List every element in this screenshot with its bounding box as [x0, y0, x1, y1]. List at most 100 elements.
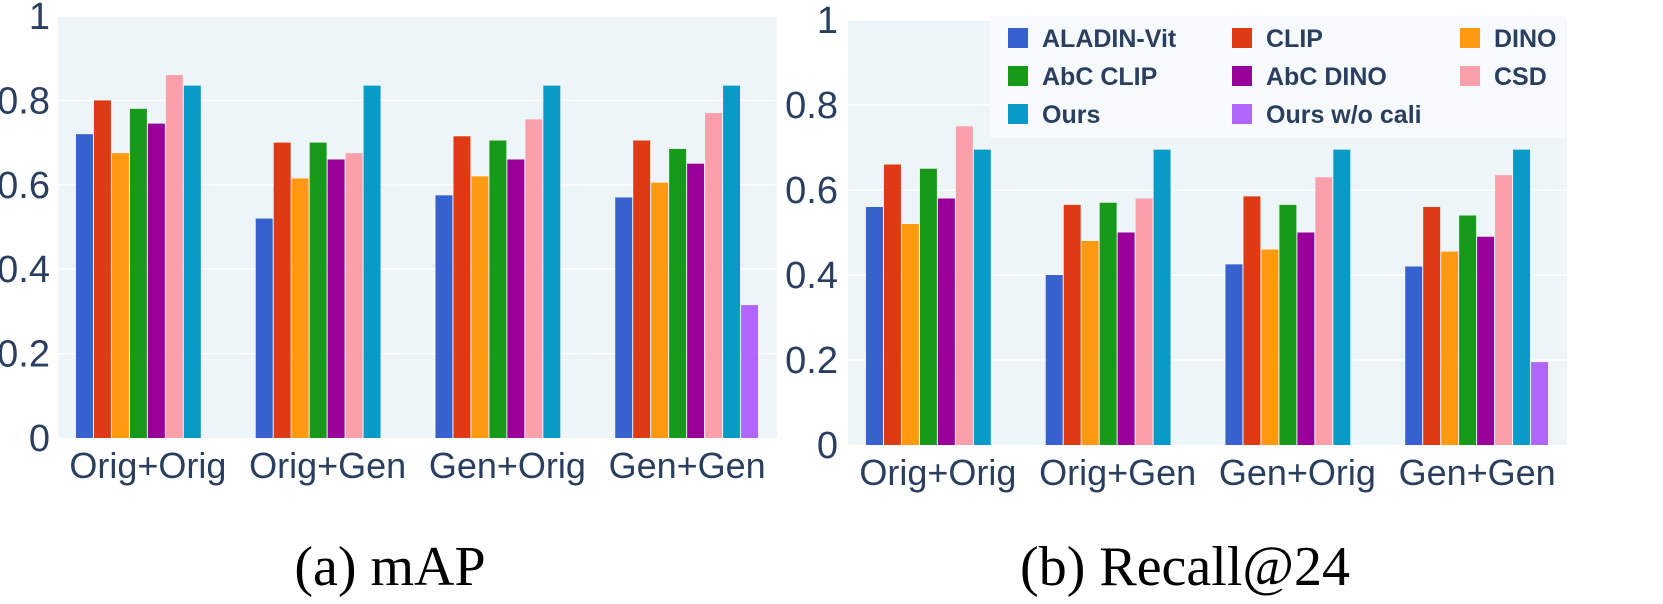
bar	[93, 100, 111, 439]
chart-map: 0 0.2 0.4 0.6 0.8 1 Orig+Orig Orig+Gen Gen+Orig…	[0, 0, 777, 486]
legend-swatch	[1008, 28, 1028, 48]
bar	[471, 176, 489, 439]
legend: ALADIN-Vit CLIP DINO AbC CLIP AbC DINO CSD Our…	[990, 16, 1566, 138]
bar	[453, 136, 471, 438]
y-tick-label: 0.2	[0, 334, 50, 376]
bar	[543, 85, 561, 438]
bar	[1297, 232, 1315, 445]
x-tick-label: Orig+Orig	[69, 445, 226, 486]
bar	[669, 148, 687, 438]
y-axis-ticks: 0 0.2 0.4 0.6 0.8 1	[0, 0, 50, 460]
chart-recall: 0 0.2 0.4 0.6 0.8 1 Orig+Orig Orig+Gen Gen+Orig…	[785, 0, 1567, 493]
bar	[651, 182, 669, 438]
legend-label: Ours	[1042, 101, 1100, 129]
legend-swatch	[1232, 28, 1252, 48]
x-tick-label: Gen+Gen	[1399, 452, 1556, 493]
bar	[345, 153, 363, 438]
caption-map: (a) mAP	[294, 536, 485, 598]
bar	[273, 142, 291, 438]
bar	[633, 140, 651, 439]
bar	[937, 198, 955, 445]
bar	[1333, 149, 1351, 445]
bar	[1135, 198, 1153, 445]
y-tick-label: 0.6	[785, 170, 838, 212]
y-tick-label: 1	[29, 0, 50, 38]
bar	[615, 197, 633, 438]
y-tick-label: 0.4	[0, 249, 50, 291]
bar	[1045, 275, 1063, 445]
bar	[327, 159, 345, 439]
bar	[309, 142, 327, 438]
y-tick-label: 0.6	[0, 165, 50, 207]
bar	[1081, 241, 1099, 445]
bar	[507, 159, 525, 439]
legend-label: CLIP	[1266, 25, 1323, 53]
legend-label: DINO	[1494, 25, 1557, 53]
bar	[883, 164, 901, 445]
x-axis-ticks: Orig+Orig Orig+Gen Gen+Orig Gen+Gen	[69, 445, 765, 486]
bar	[435, 195, 453, 438]
x-tick-label: Orig+Gen	[1039, 452, 1196, 493]
x-tick-label: Orig+Gen	[249, 445, 406, 486]
caption-recall: (b) Recall@24	[1020, 536, 1350, 598]
bar	[1279, 204, 1297, 445]
bar	[1153, 149, 1171, 445]
bar	[1099, 202, 1117, 445]
bar	[363, 85, 381, 438]
bar	[705, 113, 723, 438]
y-tick-label: 0	[29, 418, 50, 460]
bar	[1495, 175, 1513, 445]
bar	[525, 119, 543, 438]
bar	[489, 140, 507, 439]
bar	[1315, 177, 1333, 445]
x-tick-label: Gen+Orig	[1219, 452, 1376, 493]
y-tick-label: 0	[817, 425, 838, 467]
bar	[1477, 236, 1495, 445]
bar	[1531, 362, 1549, 445]
legend-label: AbC CLIP	[1042, 63, 1157, 91]
bar	[165, 75, 183, 438]
bar	[1063, 204, 1081, 445]
x-tick-label: Gen+Orig	[429, 445, 586, 486]
legend-swatch	[1460, 66, 1480, 86]
bar	[973, 149, 991, 445]
y-tick-label: 0.8	[785, 85, 838, 127]
legend-swatch	[1008, 104, 1028, 124]
bars	[75, 75, 759, 439]
y-tick-label: 0.8	[0, 80, 50, 122]
bar	[129, 108, 147, 438]
bar	[291, 178, 309, 438]
y-tick-label: 1	[817, 0, 838, 42]
bar	[111, 153, 129, 438]
bar	[687, 163, 705, 438]
bar	[865, 207, 883, 445]
x-tick-label: Orig+Orig	[859, 452, 1016, 493]
bar	[919, 168, 937, 445]
bar	[1243, 196, 1261, 445]
legend-swatch	[1232, 104, 1252, 124]
legend-swatch	[1460, 28, 1480, 48]
bar	[955, 126, 973, 445]
bar	[1261, 249, 1279, 445]
y-tick-label: 0.2	[785, 340, 838, 382]
bars	[865, 126, 1549, 445]
bar	[1459, 215, 1477, 445]
legend-swatch	[1232, 66, 1252, 86]
bar	[147, 123, 165, 439]
legend-label: AbC DINO	[1266, 63, 1387, 91]
bar	[75, 134, 93, 438]
bar	[723, 85, 741, 438]
bar	[901, 224, 919, 445]
y-axis-ticks: 0 0.2 0.4 0.6 0.8 1	[785, 0, 838, 467]
bar	[1225, 264, 1243, 445]
bar	[741, 305, 759, 438]
bar	[183, 85, 201, 438]
legend-label: Ours w/o cali	[1266, 101, 1422, 129]
bar	[1423, 207, 1441, 445]
bar	[1513, 149, 1531, 445]
bar	[255, 218, 273, 438]
legend-label: ALADIN-Vit	[1042, 25, 1177, 53]
bar	[1441, 251, 1459, 445]
x-axis-ticks: Orig+Orig Orig+Gen Gen+Orig Gen+Gen	[859, 452, 1555, 493]
